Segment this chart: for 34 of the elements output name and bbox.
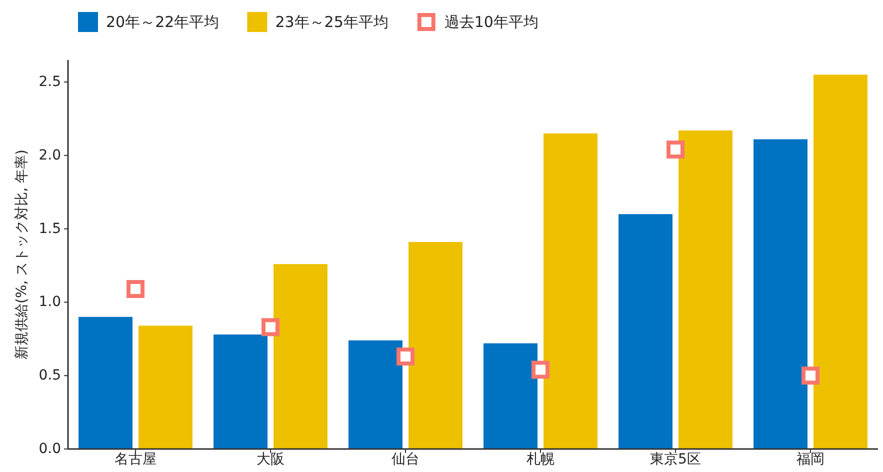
bar [138, 326, 192, 449]
x-tick-label: 福岡 [796, 452, 824, 468]
y-tick-label: 1.0 [38, 294, 61, 310]
y-tick-label: 2.5 [38, 74, 61, 90]
x-tick-label: 名古屋 [114, 452, 156, 468]
y-tick-label: 2.0 [38, 147, 61, 164]
bar [754, 139, 808, 449]
bar [618, 214, 672, 449]
point [262, 318, 280, 336]
x-tick-label: 東京5区 [650, 452, 701, 468]
bar [78, 316, 132, 449]
bar [544, 133, 598, 449]
bar [814, 74, 868, 449]
bar [408, 242, 462, 449]
x-tick-label: 札幌 [526, 452, 554, 468]
point [666, 140, 684, 159]
legend-label: 23年～25年平均 [275, 13, 388, 31]
y-tick-label: 1.5 [38, 220, 61, 237]
x-tick-label: 仙台 [392, 452, 420, 468]
y-tick-label: 0.0 [38, 441, 61, 457]
point [396, 348, 414, 366]
point [532, 360, 550, 379]
point [802, 366, 820, 385]
x-tick-label: 大阪 [256, 452, 284, 468]
legend-label: 過去10年平均 [444, 13, 538, 31]
bar [274, 264, 328, 449]
legend-label: 20年～22年平均 [106, 13, 220, 31]
bar [678, 130, 732, 449]
bar [214, 334, 268, 449]
y-axis-title: 新規供給(%, ストック対比, 年率) [14, 149, 30, 360]
bar [484, 343, 538, 449]
point [126, 280, 144, 298]
y-tick-label: 0.5 [38, 368, 61, 384]
bar [348, 340, 402, 449]
